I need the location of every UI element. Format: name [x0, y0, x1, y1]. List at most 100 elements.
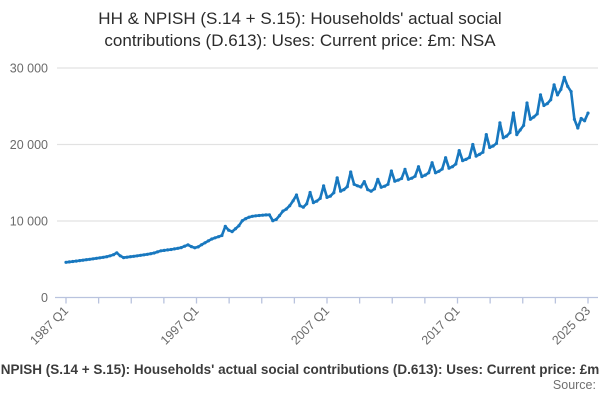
data-point-marker — [237, 224, 241, 228]
data-point-marker — [152, 251, 156, 255]
data-point-marker — [545, 102, 549, 106]
data-point-marker — [383, 184, 387, 188]
data-point-marker — [393, 179, 397, 183]
data-point-marker — [250, 214, 254, 218]
data-point-marker — [464, 157, 468, 161]
data-point-marker — [288, 204, 292, 208]
x-axis-tick-label: 1997 Q1 — [158, 304, 202, 348]
data-point-marker — [576, 126, 580, 130]
data-series-line — [64, 75, 590, 264]
data-point-marker — [315, 199, 319, 203]
data-point-marker — [125, 255, 129, 259]
data-point-marker — [427, 171, 431, 175]
data-point-marker — [223, 224, 227, 228]
data-point-marker — [508, 131, 512, 135]
data-point-marker — [406, 177, 410, 181]
data-point-marker — [450, 165, 454, 169]
data-point-marker — [261, 213, 265, 217]
chart-title: HH & NPISH (S.14 + S.15): Households' ac… — [0, 8, 600, 53]
source-label: Source: — [552, 378, 596, 392]
data-point-marker — [64, 260, 68, 264]
data-point-marker — [91, 257, 95, 261]
data-point-marker — [413, 174, 417, 178]
data-point-marker — [284, 207, 288, 211]
data-point-marker — [518, 128, 522, 132]
data-point-marker — [318, 196, 322, 200]
x-axis-tick-label: 1987 Q1 — [27, 304, 71, 348]
data-point-marker — [528, 117, 533, 121]
data-point-marker — [423, 173, 427, 177]
data-point-marker — [345, 185, 349, 189]
data-point-marker — [572, 117, 577, 121]
data-point-marker — [379, 185, 383, 189]
data-point-marker — [257, 213, 261, 218]
data-point-marker — [179, 246, 183, 250]
data-point-marker — [244, 217, 248, 221]
data-point-marker — [322, 184, 326, 188]
data-point-marker — [145, 252, 149, 256]
data-point-marker — [342, 188, 346, 192]
data-point-marker — [362, 180, 366, 184]
data-point-marker — [98, 256, 102, 260]
data-point-marker — [481, 150, 485, 154]
data-point-marker — [349, 170, 353, 174]
data-point-marker — [444, 156, 448, 160]
data-point-marker — [552, 83, 556, 87]
data-point-marker — [108, 254, 112, 258]
data-point-marker — [389, 169, 393, 173]
data-point-marker — [240, 219, 244, 223]
data-point-marker — [298, 204, 302, 208]
data-point-marker — [196, 245, 200, 249]
data-point-marker — [216, 235, 221, 239]
data-point-marker — [254, 214, 258, 218]
data-point-marker — [403, 167, 407, 171]
y-axis-tick-label: 0 — [41, 291, 48, 305]
data-point-marker — [206, 239, 210, 243]
data-point-marker — [291, 199, 295, 203]
data-point-marker — [115, 251, 119, 255]
x-axis-tick-label: 2007 Q1 — [288, 304, 332, 348]
chart-canvas: 0 10 000 20 000 30 000 1987 Q1 1997 Q1 2007 Q1… — [10, 62, 598, 348]
data-point-marker — [162, 248, 166, 252]
data-point-marker — [183, 244, 187, 248]
data-point-marker — [525, 101, 529, 105]
data-point-marker — [396, 178, 400, 182]
data-point-marker — [308, 190, 312, 195]
data-point-marker — [515, 133, 519, 137]
data-point-marker — [271, 219, 275, 223]
data-point-marker — [447, 166, 451, 170]
data-point-marker — [359, 185, 363, 189]
data-point-marker — [149, 252, 153, 256]
data-point-marker — [491, 144, 495, 148]
data-point-marker — [467, 155, 471, 160]
data-point-marker — [230, 230, 234, 234]
data-point-marker — [511, 111, 515, 115]
data-point-marker — [213, 236, 217, 240]
data-point-marker — [203, 241, 207, 245]
data-point-marker — [142, 253, 146, 257]
data-point-marker — [352, 182, 356, 186]
data-point-marker — [420, 175, 424, 179]
x-axis-tick-label: 2017 Q1 — [419, 304, 463, 348]
chart-title-line1: HH & NPISH (S.14 + S.15): Households' ac… — [98, 9, 502, 28]
data-point-marker — [488, 145, 492, 150]
data-point-marker — [339, 189, 343, 193]
data-point-marker — [101, 255, 105, 259]
data-point-marker — [301, 205, 305, 209]
data-point-marker — [118, 254, 122, 258]
data-point-marker — [471, 142, 475, 147]
data-point-marker — [135, 254, 139, 258]
footer-caption: HH & NPISH (S.14 + S.15): Households' ac… — [0, 362, 600, 377]
data-point-marker — [542, 103, 546, 108]
data-point-marker — [522, 123, 526, 127]
data-point-marker — [200, 243, 204, 247]
data-point-marker — [372, 187, 377, 191]
data-point-marker — [186, 243, 190, 247]
data-point-marker — [227, 228, 231, 232]
data-point-marker — [128, 255, 132, 259]
data-point-marker — [166, 248, 170, 252]
data-point-marker — [71, 259, 75, 264]
data-point-marker — [569, 90, 573, 94]
data-point-marker — [122, 256, 126, 260]
data-point-marker — [549, 98, 553, 102]
